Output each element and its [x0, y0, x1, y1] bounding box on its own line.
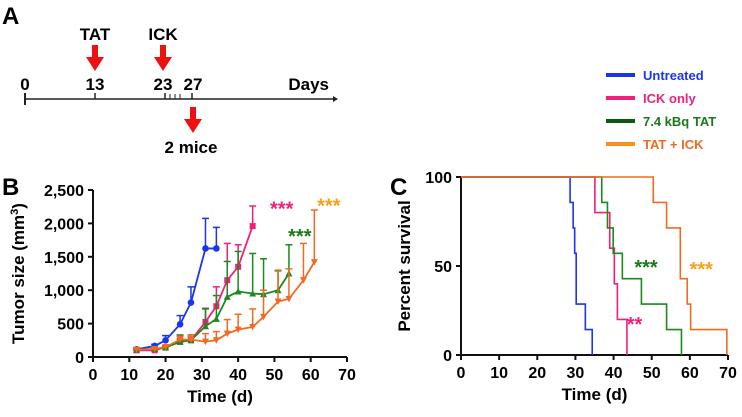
survival-chart: 0 10 20 30 40 50 60 70 0 50 100 Time (d) Percent sur… — [395, 170, 737, 404]
arrow-down-icon — [184, 107, 202, 133]
significance-annotation: *** — [690, 259, 714, 281]
data-point — [202, 245, 209, 252]
data-point — [249, 323, 257, 331]
timeline-day-13: 13 — [86, 75, 105, 94]
survival-line — [461, 176, 683, 355]
series-7-4-kbq-tat — [133, 244, 293, 353]
timeline-day-27: 27 — [184, 75, 203, 94]
y-tick-label: 2,500 — [44, 183, 84, 200]
survival-line — [461, 176, 628, 355]
data-point — [162, 337, 169, 344]
x-tick-label: 40 — [605, 365, 623, 382]
timeline-event-ick: ICK — [148, 25, 178, 44]
timeline: 0 13 23 27 Days TAT ICK 2 mice — [20, 25, 338, 157]
data-point — [213, 245, 220, 252]
legend-label: ICK only — [643, 91, 696, 106]
data-point — [249, 290, 257, 297]
significance-annotation: ** — [627, 314, 643, 336]
y-tick-label: 1,000 — [44, 283, 84, 300]
data-point — [223, 293, 231, 300]
y-axis-title: Percent survival — [395, 200, 414, 331]
data-point — [201, 322, 209, 330]
data-point — [176, 336, 184, 344]
data-point — [285, 295, 293, 303]
y-axis-title: Tumor size (mm3) — [9, 203, 28, 344]
data-point — [234, 326, 242, 334]
survival-line — [461, 176, 728, 355]
y-tick-label: 0 — [75, 350, 84, 367]
data-point — [187, 299, 195, 306]
data-point — [223, 330, 231, 338]
legend-label: TAT + ICK — [643, 137, 704, 152]
series-tat-ick — [133, 209, 318, 354]
data-point — [249, 223, 256, 230]
series-untreated — [133, 217, 220, 353]
timeline-unit: Days — [288, 75, 329, 94]
x-tick-label: 20 — [157, 367, 175, 384]
timeline-extra-event: 2 mice — [165, 138, 218, 157]
data-point — [151, 345, 159, 353]
legend: Untreated ICK only 7.4 kBq TAT TAT + ICK — [606, 68, 716, 152]
y-tick-label: 50 — [434, 259, 452, 276]
panel-label-a: A — [2, 3, 19, 30]
significance-annotation: *** — [634, 257, 658, 279]
significance-annotation: *** — [270, 198, 294, 220]
x-tick-label: 20 — [528, 365, 546, 382]
data-point — [212, 337, 220, 344]
data-point — [176, 320, 184, 328]
x-tick-label: 60 — [302, 367, 320, 384]
y-tick-label: 2,000 — [44, 216, 84, 233]
x-tick-label: 50 — [266, 367, 284, 384]
series-untreated — [461, 176, 594, 355]
significance-annotation: *** — [288, 226, 312, 248]
data-point — [274, 298, 282, 306]
x-tick-label: 10 — [490, 365, 508, 382]
series-tat-ick — [461, 176, 728, 355]
x-tick-label: 30 — [193, 367, 211, 384]
data-point — [299, 277, 307, 284]
survival-line — [461, 176, 594, 355]
arrow-down-icon — [154, 45, 172, 71]
x-tick-label: 60 — [681, 365, 699, 382]
arrow-down-icon — [86, 45, 104, 71]
data-point — [234, 288, 242, 295]
legend-label: Untreated — [643, 68, 704, 83]
significance-annotation: *** — [317, 196, 341, 218]
x-axis-title: Time (d) — [187, 387, 253, 406]
y-tick-label: 100 — [425, 170, 452, 187]
legend-label: 7.4 kBq TAT — [643, 114, 716, 129]
y-tick-label: 0 — [443, 348, 452, 365]
panel-label-b: B — [2, 174, 19, 201]
x-tick-label: 70 — [719, 365, 737, 382]
data-point — [133, 346, 141, 354]
tumor-size-chart: 0 10 20 30 40 50 60 70 0 500 1,000 1,500 2,000 2,500 T… — [9, 183, 356, 406]
data-point — [201, 338, 209, 346]
panel-label-c: C — [390, 174, 407, 201]
x-tick-label: 0 — [457, 365, 466, 382]
timeline-day-23: 23 — [154, 75, 173, 94]
x-tick-label: 50 — [643, 365, 661, 382]
data-point — [310, 259, 318, 266]
y-tick-label: 500 — [57, 317, 84, 334]
data-point — [212, 315, 220, 322]
x-tick-label: 40 — [229, 367, 247, 384]
x-tick-label: 10 — [120, 367, 138, 384]
series-ick-only — [461, 176, 628, 355]
timeline-day-0: 0 — [20, 75, 29, 94]
timeline-arrowhead — [333, 96, 338, 102]
x-tick-label: 30 — [567, 365, 585, 382]
x-tick-label: 0 — [89, 367, 98, 384]
x-axis-title: Time (d) — [562, 385, 628, 404]
x-tick-label: 70 — [338, 367, 356, 384]
y-tick-label: 1,500 — [44, 250, 84, 267]
data-point — [260, 313, 268, 321]
series-7-4-kbq-tat — [461, 176, 683, 355]
timeline-event-tat: TAT — [80, 25, 111, 44]
data-point — [187, 336, 195, 344]
data-point — [162, 343, 170, 351]
